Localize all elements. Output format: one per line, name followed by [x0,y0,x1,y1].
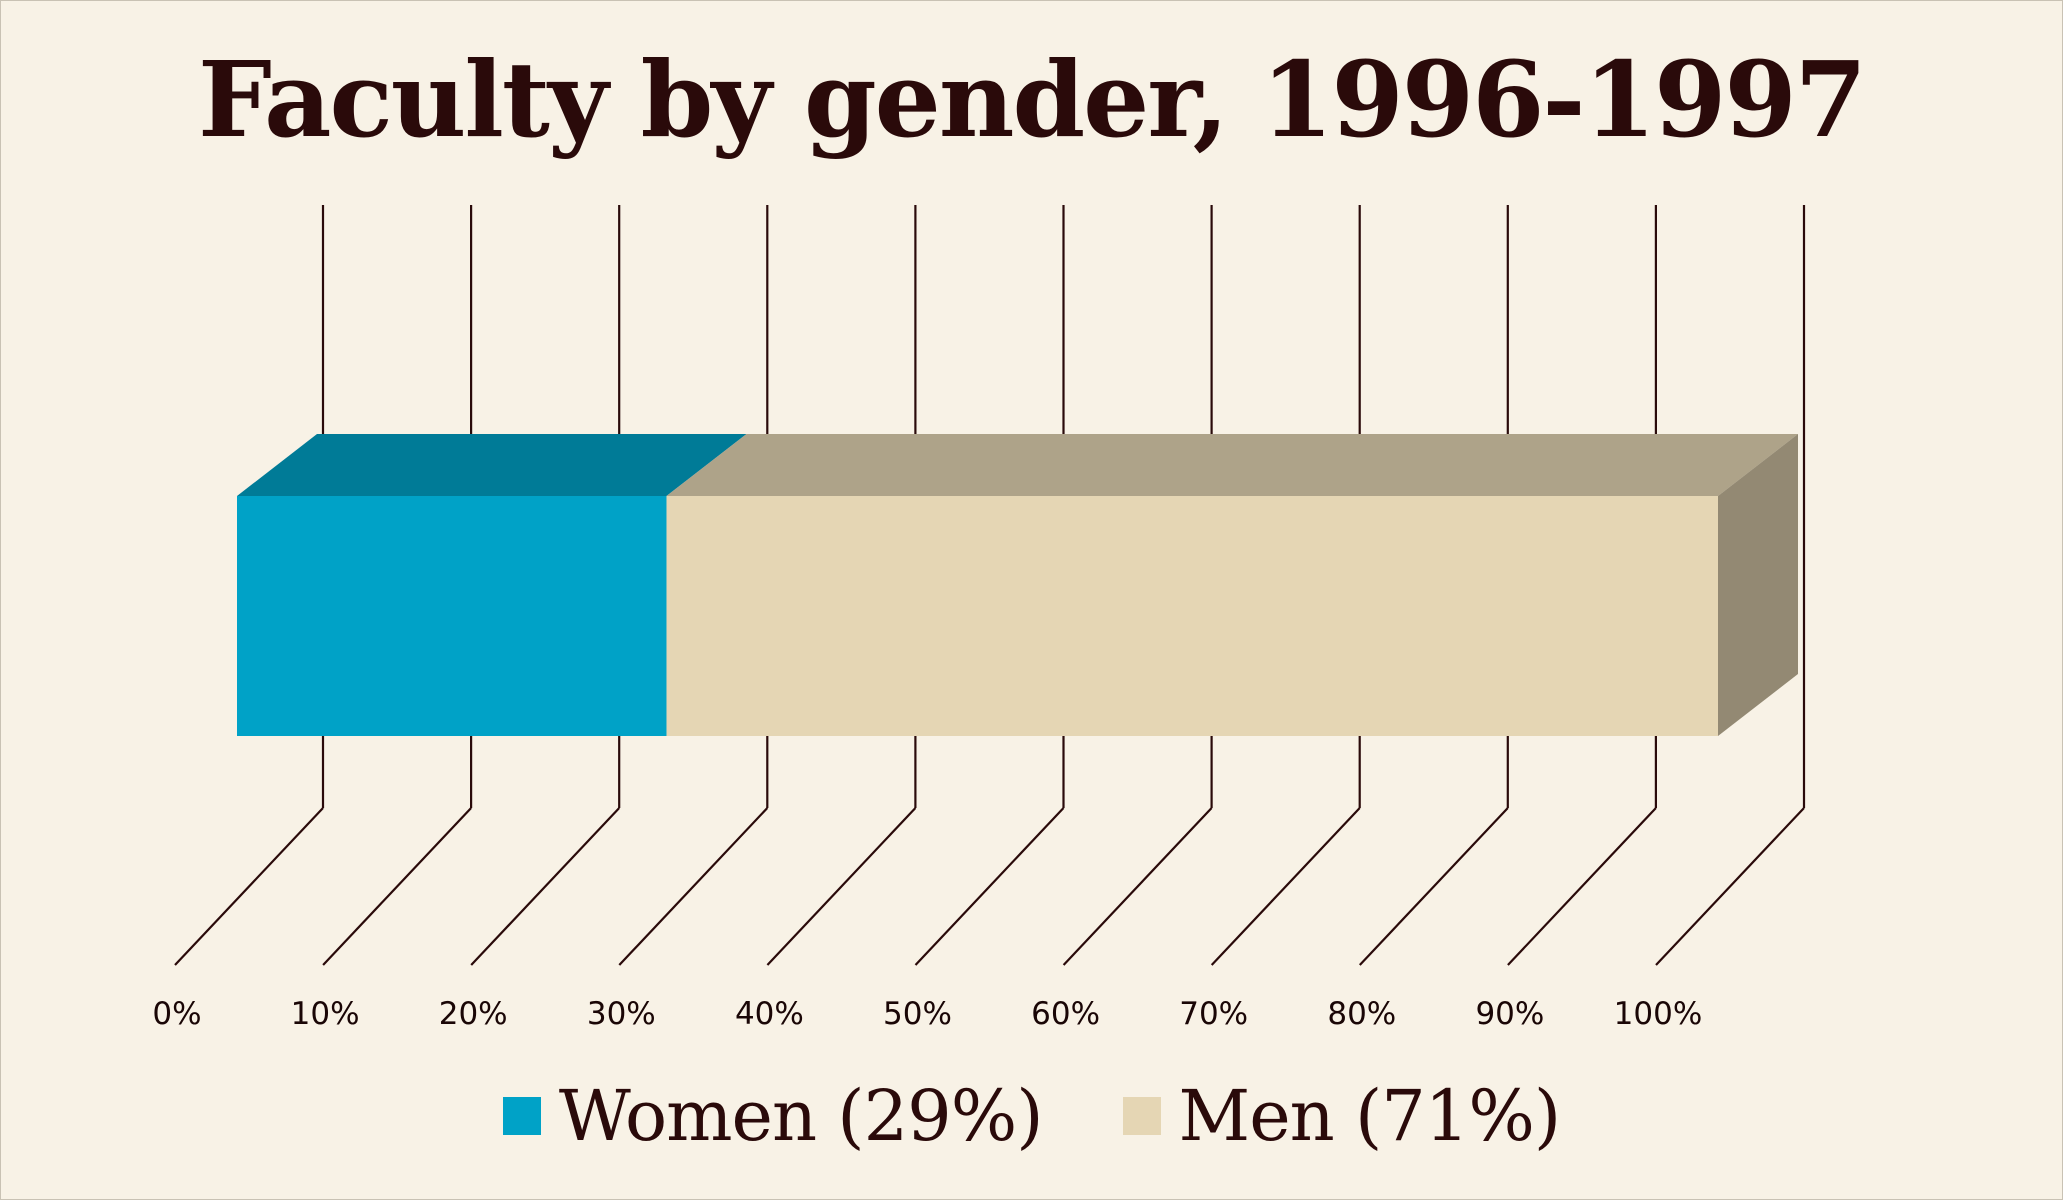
gridline-floor [470,807,621,966]
x-tick-label: 10% [291,996,360,1032]
gridline-floor [322,807,472,966]
gridline-floor [1062,807,1213,966]
legend-swatch [502,1097,541,1135]
gridline-floor [618,807,769,966]
x-tick-label: 0% [152,996,201,1032]
gridline-floor [914,807,1065,966]
x-tick-label: 20% [439,996,508,1032]
bar-segment-women [237,496,667,736]
gridline-floor [766,807,917,966]
gridline-floor [174,807,324,966]
bar-segment-women-top [237,434,747,496]
x-tick-label: 60% [1031,996,1100,1032]
chart-title: Faculty by gender, 1996-1997 [197,38,1867,161]
x-tick-label: 90% [1475,996,1544,1032]
x-tick-label: 80% [1327,996,1396,1032]
legend-swatch [1122,1097,1161,1135]
legend-label: Women (29%) [558,1075,1044,1157]
legend-item: Men (71%) [1122,1075,1562,1157]
legend-label: Men (71%) [1178,1075,1562,1157]
x-tick-label: 100% [1614,996,1703,1032]
x-tick-label: 50% [883,996,952,1032]
gridline-floor [1358,807,1509,966]
x-tick-label: 30% [587,996,656,1032]
x-tick-label: 40% [735,996,804,1032]
gridline-floor [1210,807,1361,966]
legend-item: Women (29%) [502,1075,1044,1157]
bar-segment-men-side [1718,434,1798,736]
bar-segment-men-top [666,434,1798,496]
gridline-floor [1655,807,1805,966]
legend: Women (29%) Men (71%) [0,1075,2063,1157]
x-tick-label: 70% [1179,996,1248,1032]
bar-segment-men [666,496,1718,736]
gridline-floor [1507,807,1657,966]
